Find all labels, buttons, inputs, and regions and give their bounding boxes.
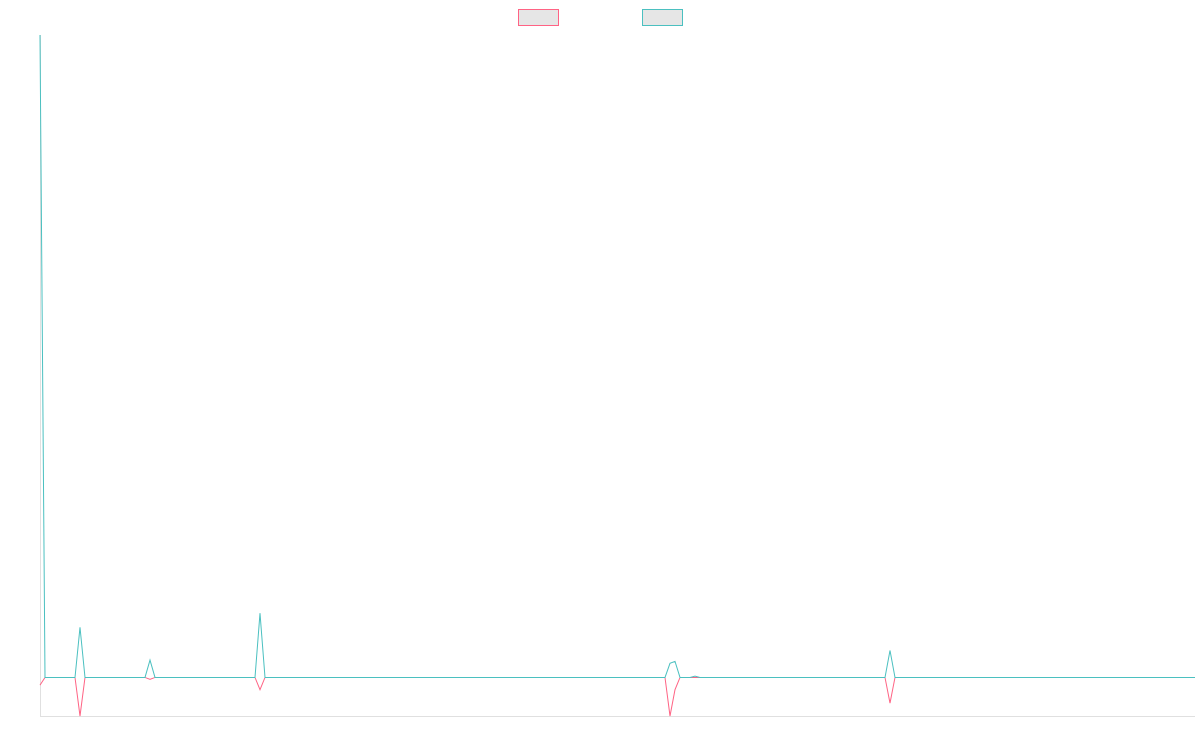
series-line	[39, 676, 1195, 717]
legend-swatch	[518, 9, 559, 26]
legend-swatch	[642, 9, 683, 26]
series-line	[39, 34, 1195, 678]
